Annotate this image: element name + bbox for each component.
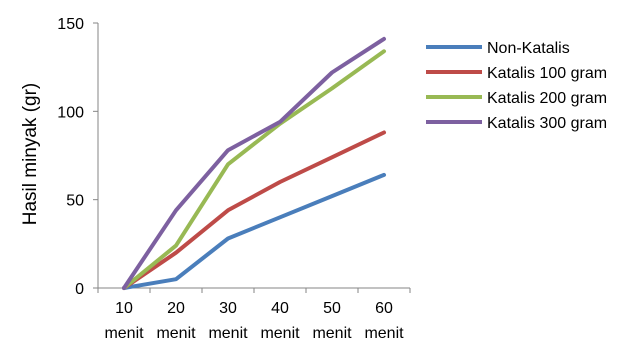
x-tick-label: 50: [323, 300, 341, 317]
x-tick-label: 60: [375, 300, 393, 317]
legend: Non-Katalis Katalis 100 gram Katalis 200 g…: [426, 40, 607, 132]
y-tick-label: 0: [75, 281, 84, 298]
x-tick-label: 40: [271, 300, 289, 317]
axes: 0 50 100 150 10 menit 20 menit 30 menit 40 menit 50 m…: [57, 16, 411, 342]
legend-label-4: Katalis 300 gram: [487, 115, 607, 132]
legend-label-2: Katalis 100 gram: [487, 65, 607, 82]
y-tick-label: 100: [57, 104, 84, 121]
series-line-4: [122, 36, 386, 290]
x-tick-label: 20: [167, 300, 185, 317]
x-tick-unit-label: menit: [208, 325, 248, 342]
x-tick-unit-label: menit: [104, 325, 144, 342]
x-tick-label: 30: [219, 300, 237, 317]
y-tick-label: 150: [57, 16, 84, 33]
legend-label-3: Katalis 200 gram: [487, 90, 607, 107]
series-lines: [122, 36, 386, 290]
legend-label-1: Non-Katalis: [487, 40, 570, 57]
series-line-2: [122, 130, 386, 290]
x-tick-unit-label: menit: [312, 325, 352, 342]
series-line-3: [122, 49, 386, 290]
y-axis-label: Hasil minyak (gr): [20, 83, 41, 226]
x-tick-label: 10: [115, 300, 133, 317]
x-tick-unit-label: menit: [260, 325, 300, 342]
series-line-1: [122, 172, 386, 290]
y-tick-label: 50: [66, 193, 84, 210]
x-tick-unit-label: menit: [364, 325, 404, 342]
x-tick-unit-label: menit: [156, 325, 196, 342]
